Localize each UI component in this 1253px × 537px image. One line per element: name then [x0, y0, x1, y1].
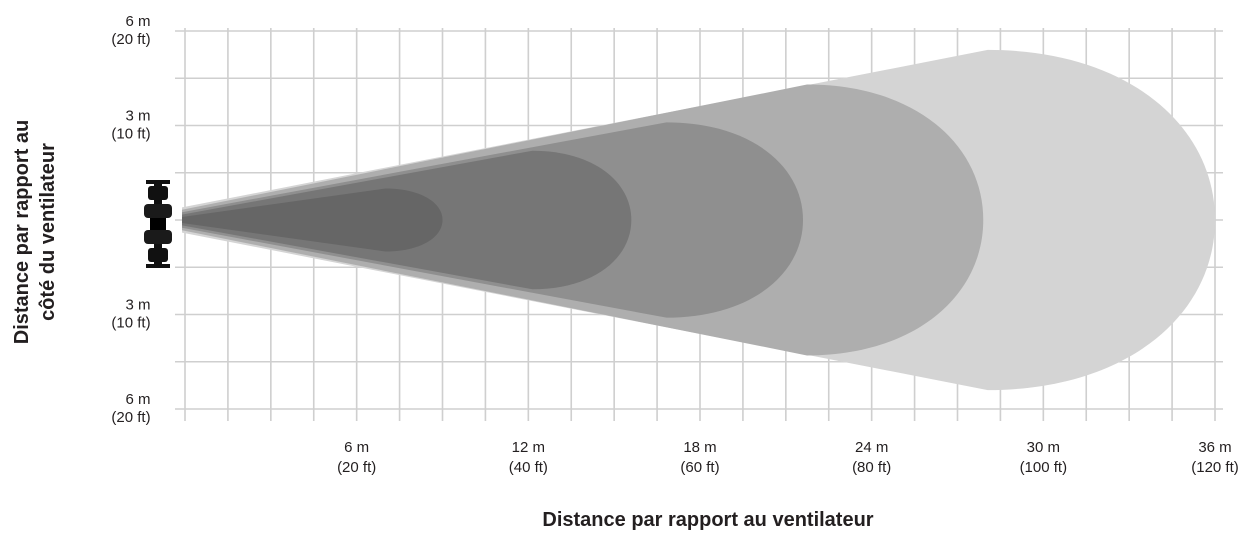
y-tick-labels: 6 m(20 ft)3 m(10 ft)3 m(10 ft)6 m(20 ft)	[111, 13, 150, 426]
y-axis-title-line-1: Distance par rapport au	[11, 120, 33, 345]
x-axis-title: Distance par rapport au ventilateur	[542, 509, 873, 531]
y-tick-label: 6 m	[125, 391, 150, 408]
airflow-zone-5	[182, 188, 443, 252]
x-tick-label: 24 m	[855, 439, 888, 456]
x-tick-label: 6 m	[344, 439, 369, 456]
x-tick-label: 18 m	[683, 439, 716, 456]
y-axis-title-line-2: côté du ventilateur	[37, 143, 59, 321]
y-tick-label: 3 m	[125, 297, 150, 314]
y-tick-label: (10 ft)	[111, 126, 150, 143]
y-tick-label: (10 ft)	[111, 315, 150, 332]
x-tick-label: 12 m	[512, 439, 545, 456]
x-tick-label: 36 m	[1198, 439, 1231, 456]
x-tick-label: (80 ft)	[852, 459, 891, 476]
airflow-zones	[182, 49, 1215, 391]
fan-icon	[144, 180, 172, 268]
y-tick-label: (20 ft)	[111, 31, 150, 48]
y-tick-label: 3 m	[125, 108, 150, 125]
x-tick-label: (40 ft)	[509, 459, 548, 476]
x-tick-label: (100 ft)	[1020, 459, 1068, 476]
x-tick-labels: 6 m (20 ft) 12 m (40 ft) 18 m (60 ft) 24 m (80 …	[337, 439, 1239, 476]
y-tick-label: 6 m	[125, 13, 150, 30]
x-tick-label: (120 ft)	[1191, 459, 1239, 476]
x-tick-label: (20 ft)	[337, 459, 376, 476]
y-tick-label: (20 ft)	[111, 409, 150, 426]
x-tick-label: (60 ft)	[680, 459, 719, 476]
x-tick-label: 30 m	[1027, 439, 1060, 456]
